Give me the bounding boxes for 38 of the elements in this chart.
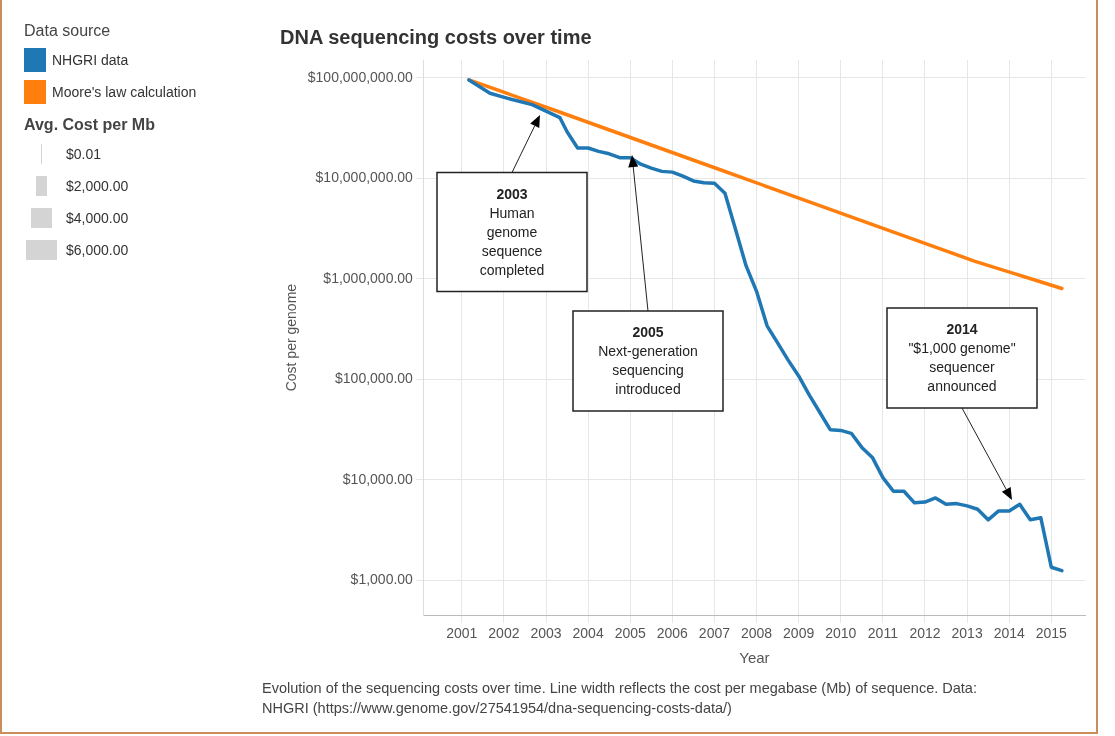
y-tick-label: $1,000,000.00 bbox=[323, 269, 414, 286]
y-tick-label: $10,000.00 bbox=[342, 470, 414, 487]
x-axis-title: Year bbox=[739, 649, 770, 667]
x-tick-label: 2004 bbox=[572, 625, 604, 642]
y-tick-label: $100,000.00 bbox=[335, 370, 414, 387]
x-tick-label: 2006 bbox=[656, 625, 689, 642]
x-tick-label: 2014 bbox=[993, 625, 1025, 642]
annotation: 2003 Human genome sequence completed bbox=[479, 185, 545, 278]
x-tick-label: 2007 bbox=[698, 625, 731, 642]
annotation: 2014 "$1,000 genome" sequencer announced bbox=[908, 321, 1016, 394]
x-tick-label: 2012 bbox=[909, 625, 941, 642]
x-tick-label: 2002 bbox=[488, 625, 520, 642]
text: $4,000.00 bbox=[66, 210, 129, 226]
text: $2,000.00 bbox=[66, 178, 129, 194]
callout: 2005 Next-generation sequencing introduced bbox=[567, 149, 729, 417]
text: $0.01 bbox=[66, 146, 102, 162]
callout: 2014 "$1,000 genome" sequencer announced bbox=[881, 302, 1043, 506]
y-tick-label: $10,000,000.00 bbox=[315, 169, 414, 186]
y-axis-title: Cost per genome bbox=[283, 283, 300, 392]
legend-label: Moore's law calculation bbox=[52, 84, 197, 100]
x-tick-label: 2009 bbox=[783, 625, 815, 642]
y-tick-label: $100,000,000.00 bbox=[307, 68, 414, 85]
annotation: 2005 Next-generation sequencing introduced bbox=[598, 324, 698, 397]
x-tick-label: 2015 bbox=[1035, 625, 1068, 642]
x-tick-label: 2005 bbox=[614, 625, 647, 642]
x-tick-label: 2013 bbox=[951, 625, 983, 642]
x-tick-label: 2008 bbox=[740, 625, 773, 642]
y-tick-label: $1,000.00 bbox=[350, 571, 414, 588]
x-tick-label: 2003 bbox=[530, 625, 562, 642]
x-tick-label: 2001 bbox=[446, 625, 478, 642]
text: Avg. Cost per Mb bbox=[24, 116, 156, 134]
chart-title: DNA sequencing costs over time bbox=[280, 25, 592, 48]
legend-title: Data source bbox=[24, 22, 112, 40]
x-tick-label: 2010 bbox=[825, 625, 857, 642]
text: $6,000.00 bbox=[66, 242, 129, 258]
legend-label: NHGRI data bbox=[52, 52, 129, 68]
x-tick-label: 2011 bbox=[867, 625, 899, 642]
text: Evolution of the sequencing costs over time. Line width reflects the cost per megabase (Mb) of sequence. Data: NHGRI (https://www.genome.gov/27541954/dna-sequencing-costs-data/) bbox=[262, 679, 978, 718]
